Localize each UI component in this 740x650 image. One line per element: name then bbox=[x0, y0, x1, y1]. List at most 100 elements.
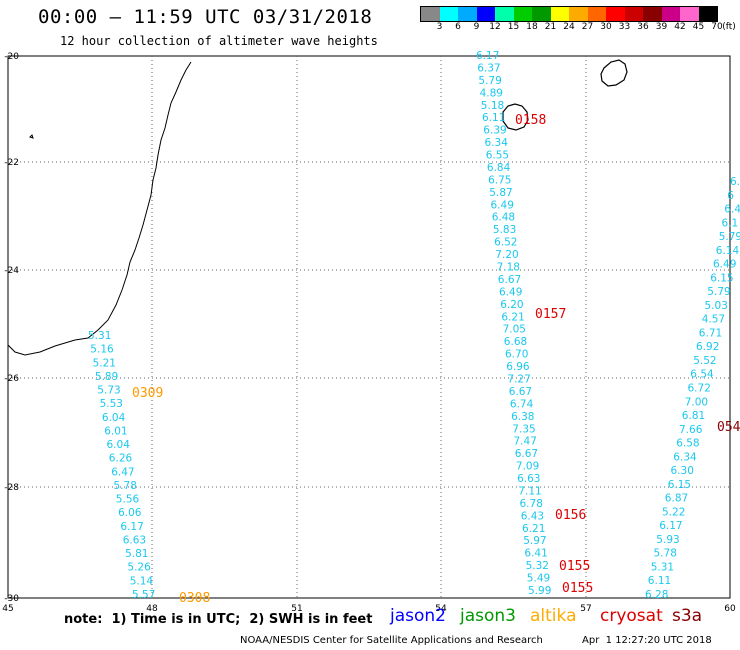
legend-swatch bbox=[587, 7, 606, 21]
lon-tick-label: 51 bbox=[291, 604, 302, 614]
pass-time-label: 0155 bbox=[562, 581, 593, 596]
wave-height-label: 6.01 bbox=[104, 425, 127, 437]
wave-height-label: 6.17 bbox=[659, 520, 682, 532]
wave-height-label: 6.54 bbox=[690, 369, 714, 381]
mauritius-island bbox=[600, 59, 628, 87]
wave-height-label: 6.34 bbox=[485, 137, 509, 149]
legend-swatch bbox=[458, 7, 477, 21]
wave-height-label: 6.30 bbox=[671, 465, 694, 477]
wave-height-label: 6 bbox=[727, 190, 734, 202]
wave-height-label: 5.32 bbox=[526, 560, 549, 572]
lon-tick-label: 48 bbox=[146, 604, 158, 614]
wave-height-label: 5.31 bbox=[88, 330, 111, 342]
wave-height-label: 6.75 bbox=[488, 174, 511, 186]
wave-height-label: 5.18 bbox=[481, 100, 504, 112]
satellite-jason3: jason3 bbox=[460, 606, 516, 626]
legend-swatch bbox=[532, 7, 551, 21]
legend-label: 42 bbox=[674, 22, 686, 32]
wave-height-label: 5.73 bbox=[97, 385, 120, 397]
pass-time-label: 0155 bbox=[559, 559, 590, 574]
legend-label: 27 bbox=[581, 22, 594, 32]
legend-label: 18 bbox=[526, 22, 538, 32]
legend-swatch bbox=[698, 7, 717, 21]
wave-height-label: 6.28 bbox=[645, 589, 668, 601]
wave-height-label: 7.47 bbox=[514, 436, 537, 448]
legend-swatch bbox=[421, 7, 440, 21]
wave-height-label: 6.04 bbox=[107, 439, 131, 451]
wave-height-label: 6.1 bbox=[722, 217, 739, 229]
wave-height-label: 6.38 bbox=[511, 411, 534, 423]
wave-height-label: 5.79 bbox=[707, 286, 730, 298]
wave-height-label: 6.48 bbox=[492, 212, 515, 224]
wave-height-label: 6.49 bbox=[491, 199, 514, 211]
pass-time-label: 0157 bbox=[535, 307, 566, 322]
wave-height-label: 6.21 bbox=[501, 311, 524, 323]
wave-height-label: 6.15 bbox=[710, 272, 733, 284]
lon-tick-label: 45 bbox=[2, 604, 13, 614]
updated-timestamp: Apr 1 12:27:20 UTC 2018 bbox=[582, 635, 712, 646]
madagascar-coastline bbox=[7, 61, 192, 356]
legend-label: 33 bbox=[618, 22, 631, 32]
wave-height-label: 6.70 bbox=[505, 349, 528, 361]
wave-height-label: 5.78 bbox=[114, 480, 137, 492]
credit-line: NOAA/NESDIS Center for Satellite Applica… bbox=[240, 635, 543, 646]
wave-height-label: 7.20 bbox=[495, 249, 518, 261]
wave-height-label: 6.78 bbox=[520, 498, 543, 510]
lat-tick-label: -24 bbox=[4, 266, 19, 276]
wave-height-label: 6.15 bbox=[668, 479, 691, 491]
wave-height-label: 5.14 bbox=[130, 575, 154, 587]
legend-swatch bbox=[495, 7, 514, 21]
lat-tick-label: -26 bbox=[4, 374, 19, 384]
wave-height-label: 7.27 bbox=[507, 374, 530, 386]
satellite-jason2: jason2 bbox=[390, 606, 446, 626]
wave-height-label: 5.26 bbox=[127, 562, 151, 574]
track-labels: 5.315.165.215.895.735.536.046.016.046.26… bbox=[88, 50, 740, 606]
pass-time-label: 0158 bbox=[515, 113, 546, 128]
wave-height-label: 6.81 bbox=[682, 410, 705, 422]
wave-height-label: 5.53 bbox=[100, 398, 123, 410]
satellite-s3a: s3a bbox=[672, 606, 703, 626]
legend-swatch bbox=[606, 7, 625, 21]
legend-label: 6 bbox=[455, 22, 461, 32]
wave-height-label: 6.71 bbox=[699, 327, 722, 339]
wave-height-label: 6.4 bbox=[730, 176, 740, 188]
wave-height-label: 5.87 bbox=[489, 187, 512, 199]
wave-height-label: 5.49 bbox=[527, 573, 550, 585]
lon-tick-label: 60 bbox=[724, 604, 736, 614]
legend-swatch bbox=[476, 7, 495, 21]
legend-label: 15 bbox=[507, 22, 520, 32]
legend-swatch bbox=[624, 7, 643, 21]
legend-swatch bbox=[550, 7, 569, 21]
lat-tick-label: -20 bbox=[4, 52, 19, 62]
legend-label: 36 bbox=[637, 22, 649, 32]
legend-swatch bbox=[513, 7, 532, 21]
wave-height-label: 6.58 bbox=[676, 438, 699, 450]
wave-height-label: 7.66 bbox=[679, 424, 703, 436]
wave-height-label: 5.81 bbox=[125, 548, 148, 560]
map-frame bbox=[7, 55, 731, 599]
wave-height-label: 6.67 bbox=[515, 448, 538, 460]
wave-height-label: 6.84 bbox=[487, 162, 511, 174]
wave-height-label: 5.79 bbox=[719, 231, 740, 243]
wave-height-label: 5.31 bbox=[651, 562, 674, 574]
wave-height-label: 5.52 bbox=[693, 355, 716, 367]
lat-tick-label: -30 bbox=[4, 594, 19, 604]
coastlines bbox=[7, 59, 628, 356]
wave-height-label: 4.89 bbox=[480, 87, 503, 99]
wave-height-label: 5.16 bbox=[90, 344, 114, 356]
wave-height-label: 5.56 bbox=[116, 494, 140, 506]
wave-height-label: 6.68 bbox=[504, 336, 527, 348]
wave-height-label: 6.43 bbox=[521, 510, 544, 522]
legend-label: 70 bbox=[711, 22, 723, 32]
legend-label: 21 bbox=[544, 22, 557, 32]
pass-time-label: 0309 bbox=[132, 386, 163, 401]
lat-tick-label: -22 bbox=[4, 158, 19, 168]
wave-height-label: 7.05 bbox=[503, 324, 526, 336]
wave-height-label: 6.92 bbox=[696, 341, 719, 353]
wave-height-label: 7.00 bbox=[685, 396, 708, 408]
satellite-cryosat: cryosat bbox=[600, 606, 663, 626]
wave-height-label: 6.11 bbox=[482, 112, 505, 124]
wave-height-label: 6.55 bbox=[486, 150, 509, 162]
wave-height-label: 6.17 bbox=[120, 521, 143, 533]
wave-height-label: 6.39 bbox=[483, 125, 506, 137]
